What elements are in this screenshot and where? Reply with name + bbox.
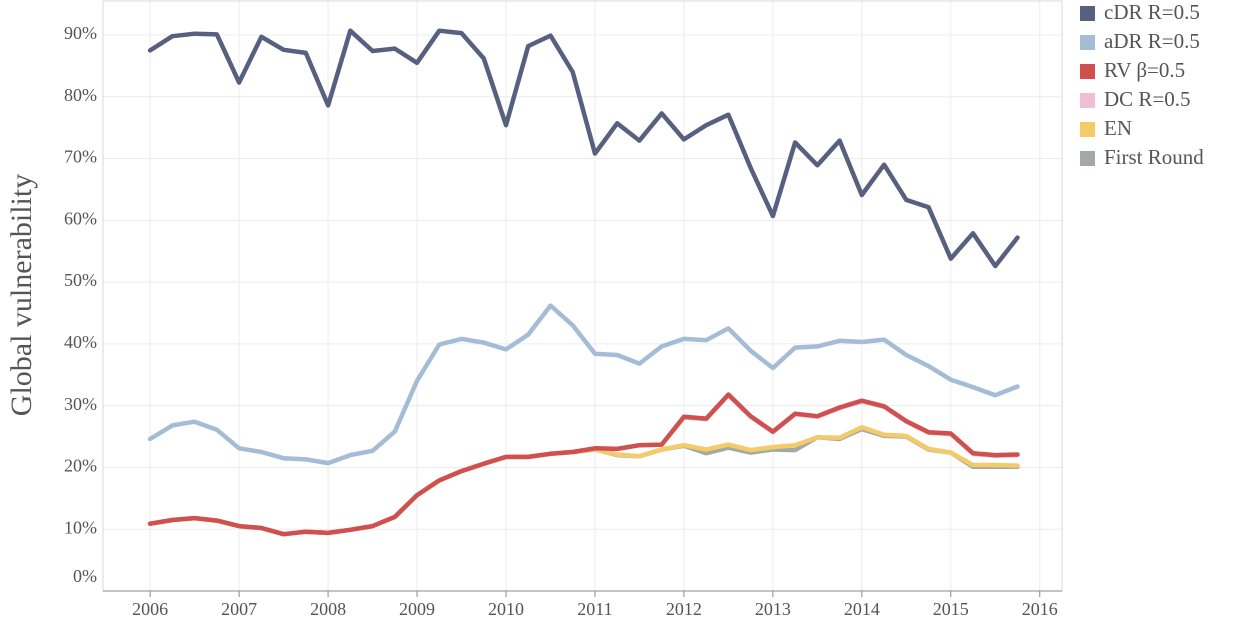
x-tick-label: 2008 bbox=[310, 599, 346, 619]
series-line bbox=[147, 425, 1020, 537]
y-tick-label: 20% bbox=[64, 456, 97, 476]
x-tick-label: 2006 bbox=[132, 599, 168, 619]
x-tick-label: 2013 bbox=[755, 599, 791, 619]
x-tick-label: 2012 bbox=[666, 599, 702, 619]
x-tick-label: 2009 bbox=[399, 599, 435, 619]
legend-swatch bbox=[1080, 122, 1095, 137]
series-line bbox=[147, 392, 1020, 537]
legend-swatch bbox=[1080, 35, 1095, 50]
legend-label: cDR R=0.5 bbox=[1104, 0, 1200, 24]
y-tick-label: 90% bbox=[64, 23, 97, 43]
x-tick-label: 2010 bbox=[488, 599, 524, 619]
legend-label: First Round bbox=[1104, 145, 1204, 169]
y-tick-label: 80% bbox=[64, 85, 97, 105]
x-tick-label: 2011 bbox=[577, 599, 612, 619]
series-line bbox=[147, 426, 1020, 537]
x-tick-label: 2007 bbox=[221, 599, 257, 619]
y-tick-label: 40% bbox=[64, 332, 97, 352]
legend-swatch bbox=[1080, 6, 1095, 21]
y-tick-label: 50% bbox=[64, 270, 97, 290]
y-axis-label: Global vulnerability bbox=[5, 174, 38, 416]
legend-label: DC R=0.5 bbox=[1104, 87, 1191, 111]
legend-swatch bbox=[1080, 151, 1095, 166]
legend-swatch bbox=[1080, 64, 1095, 79]
x-tick-label: 2016 bbox=[1022, 599, 1058, 619]
legend-label: RV β=0.5 bbox=[1104, 58, 1185, 82]
y-tick-label: 0% bbox=[73, 566, 97, 586]
legend-label: EN bbox=[1104, 116, 1132, 140]
legend-label: aDR R=0.5 bbox=[1104, 29, 1200, 53]
legend-swatch bbox=[1080, 93, 1095, 108]
y-tick-label: 30% bbox=[64, 394, 97, 414]
series-line bbox=[147, 392, 1020, 537]
series-line bbox=[147, 303, 1020, 466]
x-tick-label: 2015 bbox=[933, 599, 969, 619]
y-tick-label: 60% bbox=[64, 208, 97, 228]
series-line bbox=[147, 28, 1020, 269]
y-tick-label: 10% bbox=[64, 517, 97, 537]
y-tick-label: 70% bbox=[64, 147, 97, 167]
plot-frame bbox=[102, 0, 1063, 592]
x-tick-label: 2014 bbox=[844, 599, 880, 619]
